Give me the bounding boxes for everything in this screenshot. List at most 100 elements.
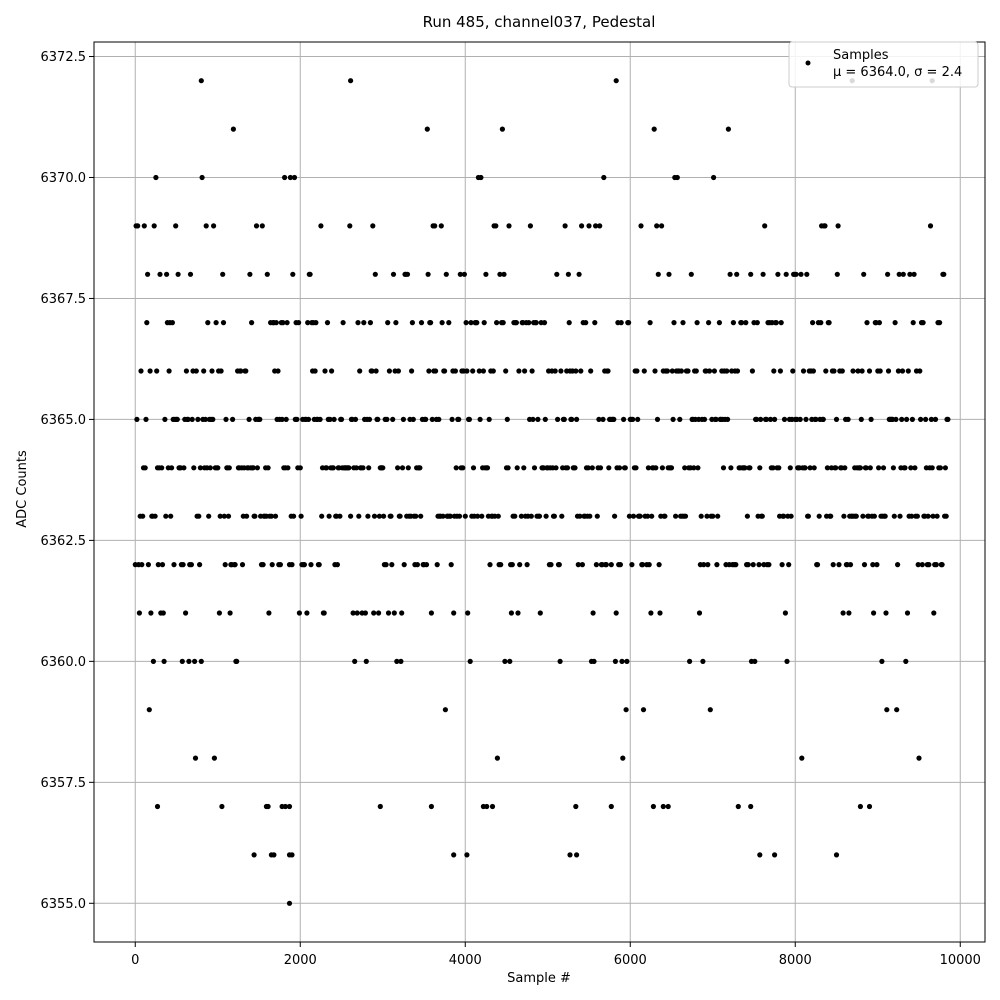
sample-point xyxy=(775,271,781,277)
sample-point xyxy=(707,707,713,713)
sample-point xyxy=(456,416,462,422)
sample-point xyxy=(346,465,352,471)
sample-point xyxy=(715,513,721,519)
sample-point xyxy=(397,513,403,519)
sample-point xyxy=(748,803,754,810)
sample-point xyxy=(810,320,816,326)
sample-point xyxy=(417,465,423,471)
sample-point xyxy=(781,416,788,422)
y-tick-label: 6362.5 xyxy=(41,534,87,549)
sample-point xyxy=(531,465,538,471)
sample-point xyxy=(649,513,655,519)
sample-point xyxy=(222,562,228,568)
sample-point xyxy=(884,707,890,713)
sample-point xyxy=(591,658,597,665)
sample-point xyxy=(453,465,459,471)
sample-point xyxy=(426,368,432,374)
sample-point xyxy=(654,223,660,229)
sample-point xyxy=(877,368,883,374)
sample-point xyxy=(778,320,784,326)
sample-point xyxy=(181,465,187,471)
sample-point xyxy=(640,707,647,713)
sample-point xyxy=(802,465,808,471)
sample-point xyxy=(578,368,584,374)
sample-point xyxy=(395,368,401,374)
sample-point xyxy=(393,320,399,326)
sample-point xyxy=(466,416,472,422)
sample-point xyxy=(920,320,926,326)
sample-point xyxy=(868,416,874,422)
sample-point xyxy=(461,271,467,277)
sample-point xyxy=(266,610,272,616)
sample-point xyxy=(874,562,880,568)
sample-point xyxy=(830,562,836,568)
sample-point xyxy=(159,562,166,568)
sample-point xyxy=(705,562,711,568)
sample-point xyxy=(484,803,490,810)
sample-point xyxy=(767,416,774,422)
sample-point xyxy=(552,368,558,374)
sample-point xyxy=(503,368,509,374)
sample-point xyxy=(401,562,407,568)
sample-point xyxy=(291,174,298,181)
sample-point xyxy=(833,465,839,471)
sample-point xyxy=(244,513,250,519)
sample-point xyxy=(501,271,507,277)
sample-point xyxy=(822,223,828,229)
sample-point xyxy=(319,513,325,519)
sample-point xyxy=(498,562,504,568)
sample-point xyxy=(161,658,167,665)
sample-point xyxy=(522,368,528,374)
sample-point xyxy=(429,416,435,422)
sample-point xyxy=(630,416,636,422)
sample-point xyxy=(905,368,911,374)
sample-point xyxy=(313,320,319,326)
sample-point xyxy=(489,803,496,810)
sample-point xyxy=(626,513,633,519)
sample-point xyxy=(704,513,710,519)
sample-point xyxy=(842,465,848,471)
sample-point xyxy=(297,465,303,471)
sample-point xyxy=(771,368,777,374)
sample-point xyxy=(275,368,281,374)
chart-title: Run 485, channel037, Pedestal xyxy=(423,13,656,31)
sample-point xyxy=(937,465,944,471)
sample-point xyxy=(793,271,799,277)
sample-point xyxy=(367,320,373,326)
sample-point xyxy=(612,513,618,519)
sample-point xyxy=(618,320,624,326)
sample-point xyxy=(687,658,693,665)
sample-point xyxy=(353,465,359,471)
scatter-points xyxy=(132,78,951,906)
sample-point xyxy=(804,271,810,277)
sample-point xyxy=(710,513,716,519)
sample-point xyxy=(529,368,535,374)
sample-point xyxy=(326,513,332,519)
sample-point xyxy=(807,465,813,471)
sample-point xyxy=(870,562,876,568)
sample-point xyxy=(919,562,925,568)
sample-point xyxy=(696,610,703,616)
sample-point xyxy=(645,513,651,519)
sample-point xyxy=(711,174,717,181)
sample-point xyxy=(410,416,416,422)
sample-point xyxy=(490,368,496,374)
sample-point xyxy=(833,852,840,858)
sample-point xyxy=(423,416,429,422)
sample-point xyxy=(370,223,376,229)
sample-point xyxy=(305,416,312,422)
sample-point xyxy=(524,562,530,568)
sample-point xyxy=(468,320,474,326)
sample-point xyxy=(449,416,455,422)
sample-point xyxy=(284,320,290,326)
sample-point xyxy=(592,320,598,326)
sample-point xyxy=(277,562,283,568)
x-axis-ticks: 0 2000 4000 6000 8000 10000 xyxy=(131,942,981,968)
sample-point xyxy=(352,416,359,422)
sample-point xyxy=(836,562,842,568)
sample-point xyxy=(203,223,209,229)
sample-point xyxy=(474,320,480,326)
y-tick-label: 6357.5 xyxy=(41,776,87,791)
sample-point xyxy=(574,416,580,422)
sample-point xyxy=(706,320,712,326)
